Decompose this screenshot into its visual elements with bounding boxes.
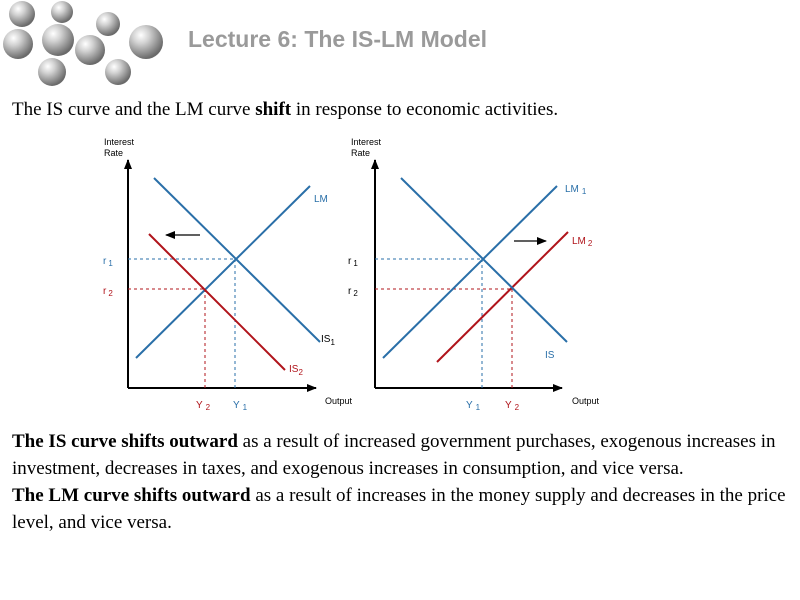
right-lm1-label: LM 1 xyxy=(565,184,587,196)
sphere xyxy=(42,24,74,56)
intro-sentence: The IS curve and the LM curve shift in r… xyxy=(12,99,558,121)
left-is2-label: IS2 xyxy=(289,364,303,377)
sphere xyxy=(51,1,73,23)
sphere xyxy=(38,58,66,86)
left-r2-main: r xyxy=(103,286,107,297)
left-y-axis-label-line1: Interest xyxy=(104,137,135,147)
right-lm1-curve xyxy=(382,185,558,359)
left-y2-main: Y xyxy=(196,400,203,411)
left-y1-sub: 1 xyxy=(243,403,248,412)
left-lm-curve xyxy=(135,185,311,359)
left-is2-main: IS xyxy=(289,364,299,375)
is-shift-heading: The IS curve shifts outward xyxy=(12,431,238,452)
right-r2-sub: 2 xyxy=(353,289,358,298)
right-y2-main: Y xyxy=(505,400,512,411)
right-r2-main: r xyxy=(348,286,352,297)
right-y-axis-label-line2: Rate xyxy=(351,148,370,158)
lm-shift-body: as a result of increases in the money su… xyxy=(12,485,786,533)
right-y1-main: Y xyxy=(466,400,473,411)
lm-shift-heading: The LM curve shifts outward xyxy=(12,485,251,506)
intro-bold-word: shift xyxy=(255,99,292,120)
right-y-axis-label-line1: Interest xyxy=(351,137,382,147)
is-shift-body: as a result of increased government purc… xyxy=(12,431,776,479)
explanation-text: The IS curve shifts outward as a result … xyxy=(12,428,792,536)
sphere xyxy=(105,59,131,85)
is-shift-paragraph: The IS curve shifts outward as a result … xyxy=(12,428,792,482)
intro-text-start: The IS curve and the LM curve xyxy=(12,99,256,120)
left-is1-label: IS1 xyxy=(321,334,335,347)
page-title: Lecture 6: The IS-LM Model xyxy=(188,26,488,52)
sphere xyxy=(9,1,35,27)
right-lm2-main: LM xyxy=(572,236,586,247)
sphere xyxy=(3,29,33,59)
right-lm1-sub: 1 xyxy=(582,187,587,196)
right-r1-sub: 1 xyxy=(353,259,358,268)
right-x-axis-label: Output xyxy=(572,396,600,406)
right-y1-sub: 1 xyxy=(476,403,481,412)
right-lm2-sub: 2 xyxy=(588,239,593,248)
right-lm2-curve xyxy=(436,231,569,363)
left-lm-label: LM xyxy=(314,194,328,205)
left-r1-main: r xyxy=(103,256,107,267)
left-is1-sub: 1 xyxy=(330,338,335,347)
sphere xyxy=(75,35,105,65)
sphere xyxy=(96,12,120,36)
left-r1-sub: 1 xyxy=(108,259,113,268)
sphere xyxy=(129,25,163,59)
right-is-label: IS xyxy=(545,350,555,361)
decorative-spheres xyxy=(3,1,163,86)
left-r2-sub: 2 xyxy=(108,289,113,298)
right-lm2-label: LM 2 xyxy=(572,236,593,248)
left-y1-main: Y xyxy=(233,400,240,411)
left-y-axis-label-line2: Rate xyxy=(104,148,123,158)
left-is1-main: IS xyxy=(321,334,331,345)
right-y2-sub: 2 xyxy=(515,403,520,412)
left-y2-sub: 2 xyxy=(206,403,211,412)
intro-text-end: in response to economic activities. xyxy=(291,99,559,120)
left-is2-curve xyxy=(148,233,286,371)
left-is2-sub: 2 xyxy=(298,368,303,377)
right-r1-main: r xyxy=(348,256,352,267)
lm-shift-paragraph: The LM curve shifts outward as a result … xyxy=(12,482,792,536)
left-x-axis-label: Output xyxy=(325,396,353,406)
left-is1-curve xyxy=(153,177,321,343)
right-lm1-main: LM xyxy=(565,184,579,195)
right-is-curve xyxy=(400,177,568,343)
